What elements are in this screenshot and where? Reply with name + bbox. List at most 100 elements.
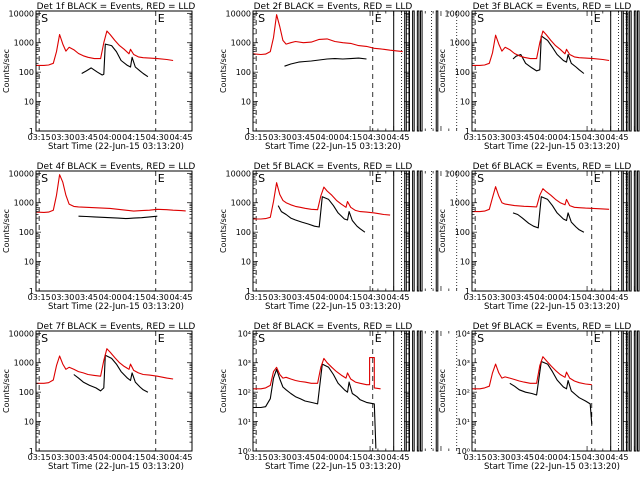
series-line-lld [35, 174, 186, 213]
x-tick-label: 04:00 [316, 453, 339, 462]
x-tick-label: 03:45 [511, 133, 534, 142]
x-tick-label: 04:15 [558, 133, 581, 142]
plot-frame [471, 330, 629, 452]
interval-box [416, 330, 420, 452]
panel-title: Det 6f BLACK = Events, RED = LLD [473, 162, 632, 172]
plot-frame [35, 170, 193, 292]
x-axis-label: Start Time (22-Jun-15 03:13:20) [48, 142, 184, 152]
x-tick-label: 03:45 [75, 453, 98, 462]
interval-box [419, 330, 423, 452]
y-tick-label: 1000 [450, 39, 470, 48]
interval-box [416, 170, 420, 292]
series-line-lld [253, 182, 391, 220]
y-tick-label: 100 [19, 228, 34, 237]
panel-title: Det 4f BLACK = Events, RED = LLD [37, 162, 196, 172]
y-tick-label: 100 [19, 68, 34, 77]
plot-frame [471, 10, 629, 132]
y-tick-label: 10⁰ [238, 447, 251, 456]
interval-box [636, 170, 640, 292]
y-tick-label: 10000 [9, 9, 34, 18]
x-tick-label: 04:45 [169, 133, 192, 142]
x-axis-label: Start Time (22-Jun-15 03:13:20) [265, 302, 401, 312]
x-tick-label: 03:15 [245, 133, 268, 142]
series-line-events [509, 360, 593, 425]
x-tick-label: 04:45 [605, 133, 628, 142]
marker-label: E [594, 172, 601, 185]
series-line-events [512, 196, 585, 233]
interval-box [633, 170, 637, 292]
series-line-lld [472, 356, 592, 390]
x-axis-label: Start Time (22-Jun-15 03:13:20) [484, 462, 620, 472]
marker-label: E [158, 172, 165, 185]
x-axis-label: Start Time (22-Jun-15 03:13:20) [484, 302, 620, 312]
series-line-events [81, 43, 149, 78]
plot-frame [252, 10, 410, 132]
x-tick-label: 03:30 [268, 293, 291, 302]
y-tick-label: 1 [29, 287, 34, 296]
x-tick-label: 04:15 [558, 453, 581, 462]
x-tick-label: 04:15 [122, 453, 145, 462]
interval-box [610, 330, 623, 452]
x-axis-label: Start Time (22-Jun-15 03:13:20) [48, 462, 184, 472]
panel-title: Det 1f BLACK = Events, RED = LLD [37, 2, 196, 12]
x-tick-label: 04:30 [363, 293, 386, 302]
y-tick-label: 100 [455, 228, 470, 237]
x-tick-label: 04:45 [169, 293, 192, 302]
series-line-events [512, 35, 585, 74]
panel-title: Det 3f BLACK = Events, RED = LLD [473, 2, 632, 12]
y-tick-label: 10⁴ [238, 329, 251, 338]
y-tick-label: 10000 [226, 9, 251, 18]
marker-label: E [594, 332, 601, 345]
y-axis-label: Counts/sec [219, 49, 228, 93]
x-tick-label: 04:00 [535, 293, 558, 302]
y-tick-label: 1 [246, 127, 251, 136]
x-tick-label: 03:45 [75, 293, 98, 302]
y-tick-label: 10 [460, 98, 470, 107]
y-axis-label: Counts/sec [438, 209, 447, 253]
x-tick-label: 04:30 [582, 453, 605, 462]
plot-frame [35, 10, 193, 132]
y-tick-label: 1000 [450, 199, 470, 208]
y-tick-label: 10⁰ [457, 447, 470, 456]
x-tick-label: 04:45 [605, 293, 628, 302]
x-tick-label: 04:30 [363, 133, 386, 142]
interval-box [419, 10, 423, 132]
interval-box [435, 10, 439, 132]
x-tick-label: 03:30 [487, 293, 510, 302]
interval-box [393, 330, 406, 452]
series-line-events [277, 196, 366, 233]
x-tick-label: 04:15 [122, 133, 145, 142]
y-tick-label: 1 [29, 447, 34, 456]
x-tick-label: 04:45 [605, 453, 628, 462]
series-line-lld [472, 186, 610, 213]
interval-box [412, 170, 415, 292]
marker-label: E [375, 12, 382, 25]
series-line-events [78, 215, 158, 220]
interval-box [629, 10, 632, 132]
y-tick-label: 1000 [14, 359, 34, 368]
x-tick-label: 03:15 [245, 453, 268, 462]
x-tick-label: 03:30 [268, 133, 291, 142]
x-tick-label: 03:30 [51, 293, 74, 302]
x-tick-label: 04:00 [316, 293, 339, 302]
x-tick-label: 03:30 [487, 453, 510, 462]
x-tick-label: 04:30 [582, 293, 605, 302]
y-tick-label: 10000 [9, 329, 34, 338]
x-tick-label: 03:45 [292, 293, 315, 302]
x-tick-label: 03:45 [511, 293, 534, 302]
interval-box [633, 10, 637, 132]
y-axis-label: Counts/sec [219, 209, 228, 253]
x-tick-label: 04:30 [363, 453, 386, 462]
interval-box [636, 330, 640, 452]
interval-box [435, 330, 439, 452]
x-tick-label: 04:45 [386, 293, 409, 302]
interval-box [629, 330, 632, 452]
marker-label: S [41, 172, 48, 185]
y-tick-label: 10000 [226, 169, 251, 178]
